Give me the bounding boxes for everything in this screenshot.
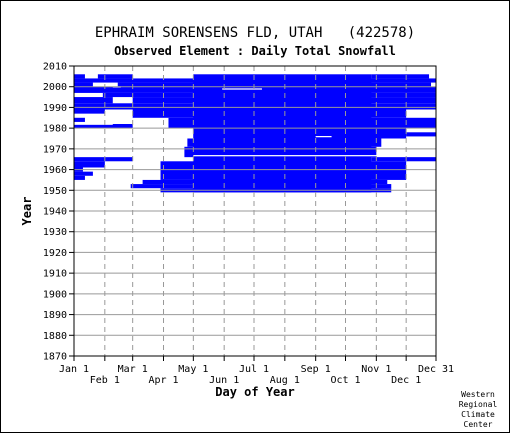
y-tick-label: 1960 xyxy=(43,165,67,176)
observed-block xyxy=(130,184,392,189)
y-tick-label: 1900 xyxy=(43,289,67,300)
x-tick-label: Feb 1 xyxy=(90,375,120,386)
observed-block xyxy=(74,171,93,176)
data-layer xyxy=(74,74,437,193)
y-tick-label: 1980 xyxy=(43,124,67,135)
y-tick-label: 1940 xyxy=(43,207,67,218)
credit-line-3: Climate xyxy=(461,410,495,419)
observed-block xyxy=(74,124,133,129)
credit-line-4: Center xyxy=(463,420,493,429)
grid-layer xyxy=(74,66,436,356)
observed-block xyxy=(74,103,436,110)
observed-block xyxy=(74,161,105,168)
observed-block xyxy=(74,78,436,83)
y-tick-label: 1920 xyxy=(43,248,67,259)
observed-block xyxy=(193,128,407,139)
y-tick-label: 1970 xyxy=(43,144,67,155)
x-tick-label: Aug 1 xyxy=(270,375,300,386)
observed-block xyxy=(187,138,382,147)
x-tick-label: Jan 1 xyxy=(59,364,89,375)
missing-gap xyxy=(74,123,113,125)
credit-block: Western Regional Climate Center xyxy=(453,390,503,430)
x-tick-label: Dec 1 xyxy=(391,375,421,386)
missing-gap xyxy=(222,88,262,90)
observed-block xyxy=(142,179,388,185)
y-tick-label: 1990 xyxy=(43,103,67,114)
y-tick-label: 1930 xyxy=(43,227,67,238)
credit-line-2: Regional xyxy=(458,400,498,409)
x-tick-label: Jul 1 xyxy=(239,364,269,375)
x-tick-label: Nov 1 xyxy=(361,364,391,375)
y-tick-label: 2000 xyxy=(43,82,67,93)
observed-block xyxy=(74,97,113,104)
chart-title: EPHRAIM SORENSENS FLD, UTAH (422578) xyxy=(94,25,416,41)
observed-block xyxy=(371,74,430,79)
y-tick-label: 1870 xyxy=(43,352,67,363)
observed-block xyxy=(160,161,407,180)
x-tick-label: Mar 1 xyxy=(118,364,148,375)
x-tick-label: May 1 xyxy=(178,364,208,375)
observed-block xyxy=(102,92,436,98)
observed-block xyxy=(184,146,377,158)
observed-block xyxy=(371,157,436,162)
y-tick-label: 1890 xyxy=(43,310,67,321)
observed-block xyxy=(97,74,133,79)
observed-block xyxy=(168,117,437,129)
missing-gap xyxy=(193,155,407,157)
observed-block xyxy=(74,82,93,87)
observed-block xyxy=(74,175,85,180)
x-tick-label: Dec 31 xyxy=(418,364,454,375)
y-tick-label: 1910 xyxy=(43,269,67,280)
observed-block xyxy=(74,74,85,79)
x-tick-label: Sep 1 xyxy=(301,364,331,375)
x-tick-label: Oct 1 xyxy=(330,375,360,386)
observed-block xyxy=(74,86,436,93)
observed-block xyxy=(74,157,133,162)
observed-block xyxy=(406,132,436,137)
y-tick-label: 1880 xyxy=(43,331,67,342)
axis-layer: 1870 1880 1890 1900 1910 1920 1930 1940 1950 1960… xyxy=(43,62,454,387)
x-axis-label: Day of Year xyxy=(215,385,294,399)
missing-gap xyxy=(315,136,332,138)
y-axis-label: Year xyxy=(20,197,34,226)
chart-subtitle: Observed Element : Daily Total Snowfall xyxy=(114,44,396,58)
observed-block xyxy=(132,97,436,104)
x-tick-label: Apr 1 xyxy=(148,375,178,386)
observed-block xyxy=(117,82,432,87)
observed-block xyxy=(132,109,407,118)
x-tick-label: Jun 1 xyxy=(209,375,239,386)
observed-block xyxy=(74,109,105,114)
observed-block xyxy=(74,117,85,122)
credit-line-1: Western xyxy=(461,390,495,399)
y-tick-label: 1950 xyxy=(43,186,67,197)
y-tick-label: 2010 xyxy=(43,62,67,73)
